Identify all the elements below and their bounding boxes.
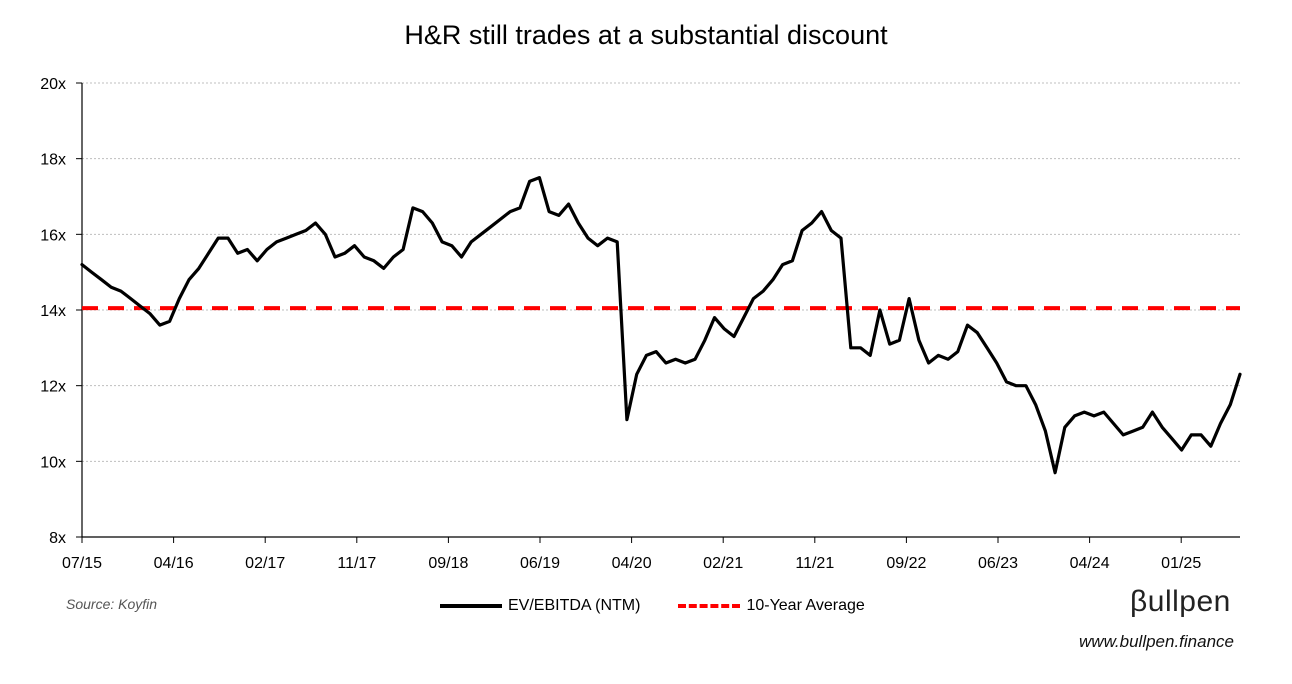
- brand-logo: βullpen: [1130, 585, 1231, 618]
- y-tick-label: 20x: [40, 76, 66, 93]
- y-tick-label: 10x: [40, 454, 66, 471]
- x-tick-label: 04/24: [1070, 555, 1110, 572]
- x-tick-label: 11/21: [795, 555, 834, 572]
- x-tick-label: 04/20: [612, 555, 652, 572]
- chart-legend: EV/EBITDA (NTM) 10-Year Average: [440, 597, 903, 615]
- axes: [76, 82, 1240, 543]
- y-tick-label: 18x: [40, 152, 66, 169]
- source-note: Source: Koyfin: [66, 596, 158, 612]
- legend-swatch-solid-line: [440, 604, 502, 608]
- x-tick-label: 06/23: [978, 555, 1018, 572]
- x-tick-label: 01/25: [1161, 555, 1201, 572]
- x-tick-label: 06/19: [520, 555, 560, 572]
- ev-ebitda-line: [80, 176, 1242, 475]
- legend-swatch-dashed-line: [678, 604, 741, 608]
- x-tick-label: 07/15: [62, 555, 102, 572]
- x-tick-label: 02/17: [245, 555, 285, 572]
- legend-label-ev-ebitda: EV/EBITDA (NTM): [508, 597, 641, 614]
- legend-item-10-year-average: 10-Year Average: [678, 597, 865, 615]
- y-tick-label: 8x: [49, 530, 66, 547]
- x-tick-label: 02/21: [703, 555, 743, 572]
- legend-item-ev-ebitda: EV/EBITDA (NTM): [440, 597, 640, 615]
- y-tick-label: 12x: [40, 379, 66, 396]
- chart-title: H&R still trades at a substantial discou…: [404, 20, 888, 50]
- x-tick-label: 11/17: [337, 555, 376, 572]
- y-tick-label: 14x: [40, 303, 66, 320]
- y-tick-label: 16x: [40, 227, 66, 244]
- gridlines: [82, 82, 1240, 462]
- brand-url: www.bullpen.finance: [1079, 632, 1234, 651]
- x-tick-label: 09/18: [428, 555, 468, 572]
- tick-labels: 8x 10x 12x 14x 16x 18x 20x 07/15 04/16 02/17 11/17…: [40, 76, 1201, 572]
- x-tick-label: 04/16: [154, 555, 194, 572]
- series: [80, 176, 1242, 475]
- legend-label-10-year-average: 10-Year Average: [746, 597, 865, 614]
- x-tick-label: 09/22: [886, 555, 926, 572]
